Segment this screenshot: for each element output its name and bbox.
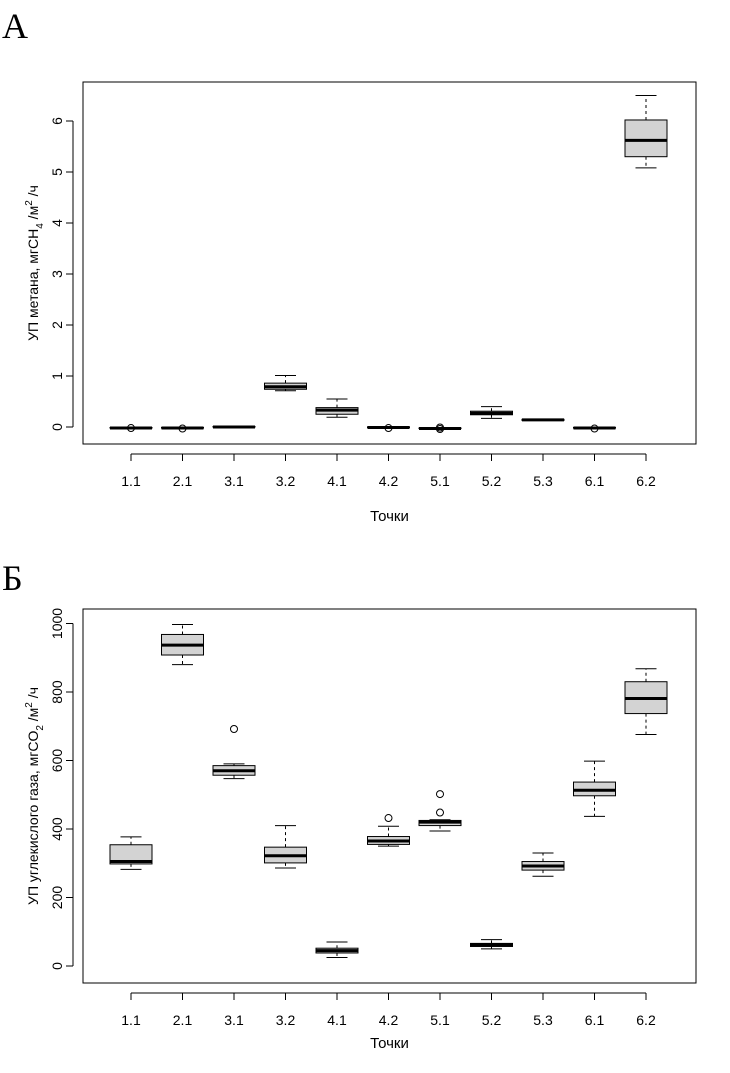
outlier-point [436, 423, 444, 432]
box-3.2 [264, 374, 307, 392]
box-1.1 [109, 836, 153, 870]
y-tick-label: 1 [49, 372, 65, 380]
outlier-point [590, 424, 599, 433]
y-tick-label: 4 [49, 219, 65, 227]
outlier-point [384, 424, 393, 433]
y-tick-label: 0 [49, 962, 65, 970]
y-tick-label: 800 [49, 680, 65, 704]
y-axis: 0 1 2 3 4 5 6 [49, 117, 74, 431]
box-6.2 [624, 95, 668, 169]
y-tick-label: 1000 [49, 608, 65, 639]
box-1.1 [109, 424, 153, 433]
box-6.2 [624, 668, 668, 735]
x-axis-label: Точки [370, 508, 409, 525]
box-5.1 [418, 423, 462, 434]
x-tick-label: 4.1 [327, 473, 347, 489]
y-axis-label: УП углекислого газа, мгCO2 /м2 /ч [24, 687, 46, 905]
x-tick-label: 5.2 [482, 473, 502, 489]
x-tick-label: 2.1 [173, 1012, 193, 1028]
outlier-point [436, 808, 444, 817]
box-5.2 [470, 406, 513, 419]
x-tick-label: 6.1 [585, 473, 605, 489]
chart-a: 0 1 2 3 4 5 6 1.1 2.1 3.1 3.2 4.1 4.2 5.1 5.2 5.3 6.1 6.2… [24, 81, 697, 525]
x-tick-label: 3.1 [224, 473, 244, 489]
box-3.2 [264, 825, 307, 869]
y-axis-label: УП метана, мгCH4 /м2 /ч [24, 185, 46, 341]
plot-frame [82, 81, 697, 445]
y-tick-label: 600 [49, 749, 65, 773]
x-tick-label: 3.2 [276, 473, 296, 489]
x-tick-label: 3.1 [224, 1012, 244, 1028]
box-3.1 [212, 724, 256, 780]
box-4.1 [315, 398, 359, 418]
box-4.2 [367, 424, 410, 433]
box-2.1 [161, 624, 204, 666]
y-tick-label: 5 [49, 168, 65, 176]
x-tick-label: 4.1 [327, 1012, 347, 1028]
y-tick-label: 6 [49, 117, 65, 125]
x-axis: 1.1 2.1 3.1 3.2 4.1 4.2 5.1 5.2 5.3 6.1 6.2 [121, 992, 656, 1028]
box-2.1 [161, 424, 204, 433]
outlier-point [127, 424, 135, 433]
box-3.1 [212, 425, 256, 429]
x-tick-label: 4.2 [379, 1012, 399, 1028]
box-4.2 [367, 814, 410, 847]
outlier-point [178, 424, 187, 433]
y-tick-label: 400 [49, 817, 65, 841]
y-tick-label: 200 [49, 886, 65, 910]
x-axis: 1.1 2.1 3.1 3.2 4.1 4.2 5.1 5.2 5.3 6.1 6.2 [121, 453, 656, 489]
x-tick-label: 5.3 [533, 1012, 553, 1028]
box-5.2 [470, 939, 513, 950]
x-tick-label: 1.1 [121, 1012, 141, 1028]
plot-frame [82, 608, 697, 984]
x-tick-label: 5.1 [430, 1012, 450, 1028]
x-tick-label: 2.1 [173, 473, 193, 489]
box-4.1 [315, 941, 359, 958]
x-axis-label: Точки [370, 1035, 409, 1052]
x-tick-label: 4.2 [379, 473, 399, 489]
x-tick-label: 5.3 [533, 473, 553, 489]
chart-b: 0 200 400 600 800 1000 1.1 2.1 3.1 3.2 4.1 4.2 5.1 5.… [24, 608, 697, 1052]
box-iqr [109, 844, 153, 865]
box-5.3 [521, 852, 565, 877]
y-axis: 0 200 400 600 800 1000 [49, 608, 74, 970]
y-tick-label: 3 [49, 270, 65, 278]
x-tick-label: 6.2 [636, 1012, 656, 1028]
outlier-point [384, 814, 393, 823]
box-6.1 [573, 424, 616, 433]
box-5.1 [418, 790, 462, 832]
x-tick-label: 5.1 [430, 473, 450, 489]
y-tick-label: 0 [49, 423, 65, 431]
panel-letter-a: А [2, 6, 28, 46]
x-tick-label: 6.2 [636, 473, 656, 489]
box-6.1 [573, 760, 616, 817]
x-tick-label: 1.1 [121, 473, 141, 489]
x-tick-label: 6.1 [585, 1012, 605, 1028]
y-tick-label: 2 [49, 321, 65, 329]
x-tick-label: 5.2 [482, 1012, 502, 1028]
outlier-point [436, 790, 444, 799]
x-tick-label: 3.2 [276, 1012, 296, 1028]
outlier-point [230, 724, 238, 733]
panel-letter-b: Б [2, 558, 23, 598]
box-iqr [624, 119, 668, 158]
box-5.3 [521, 418, 565, 422]
